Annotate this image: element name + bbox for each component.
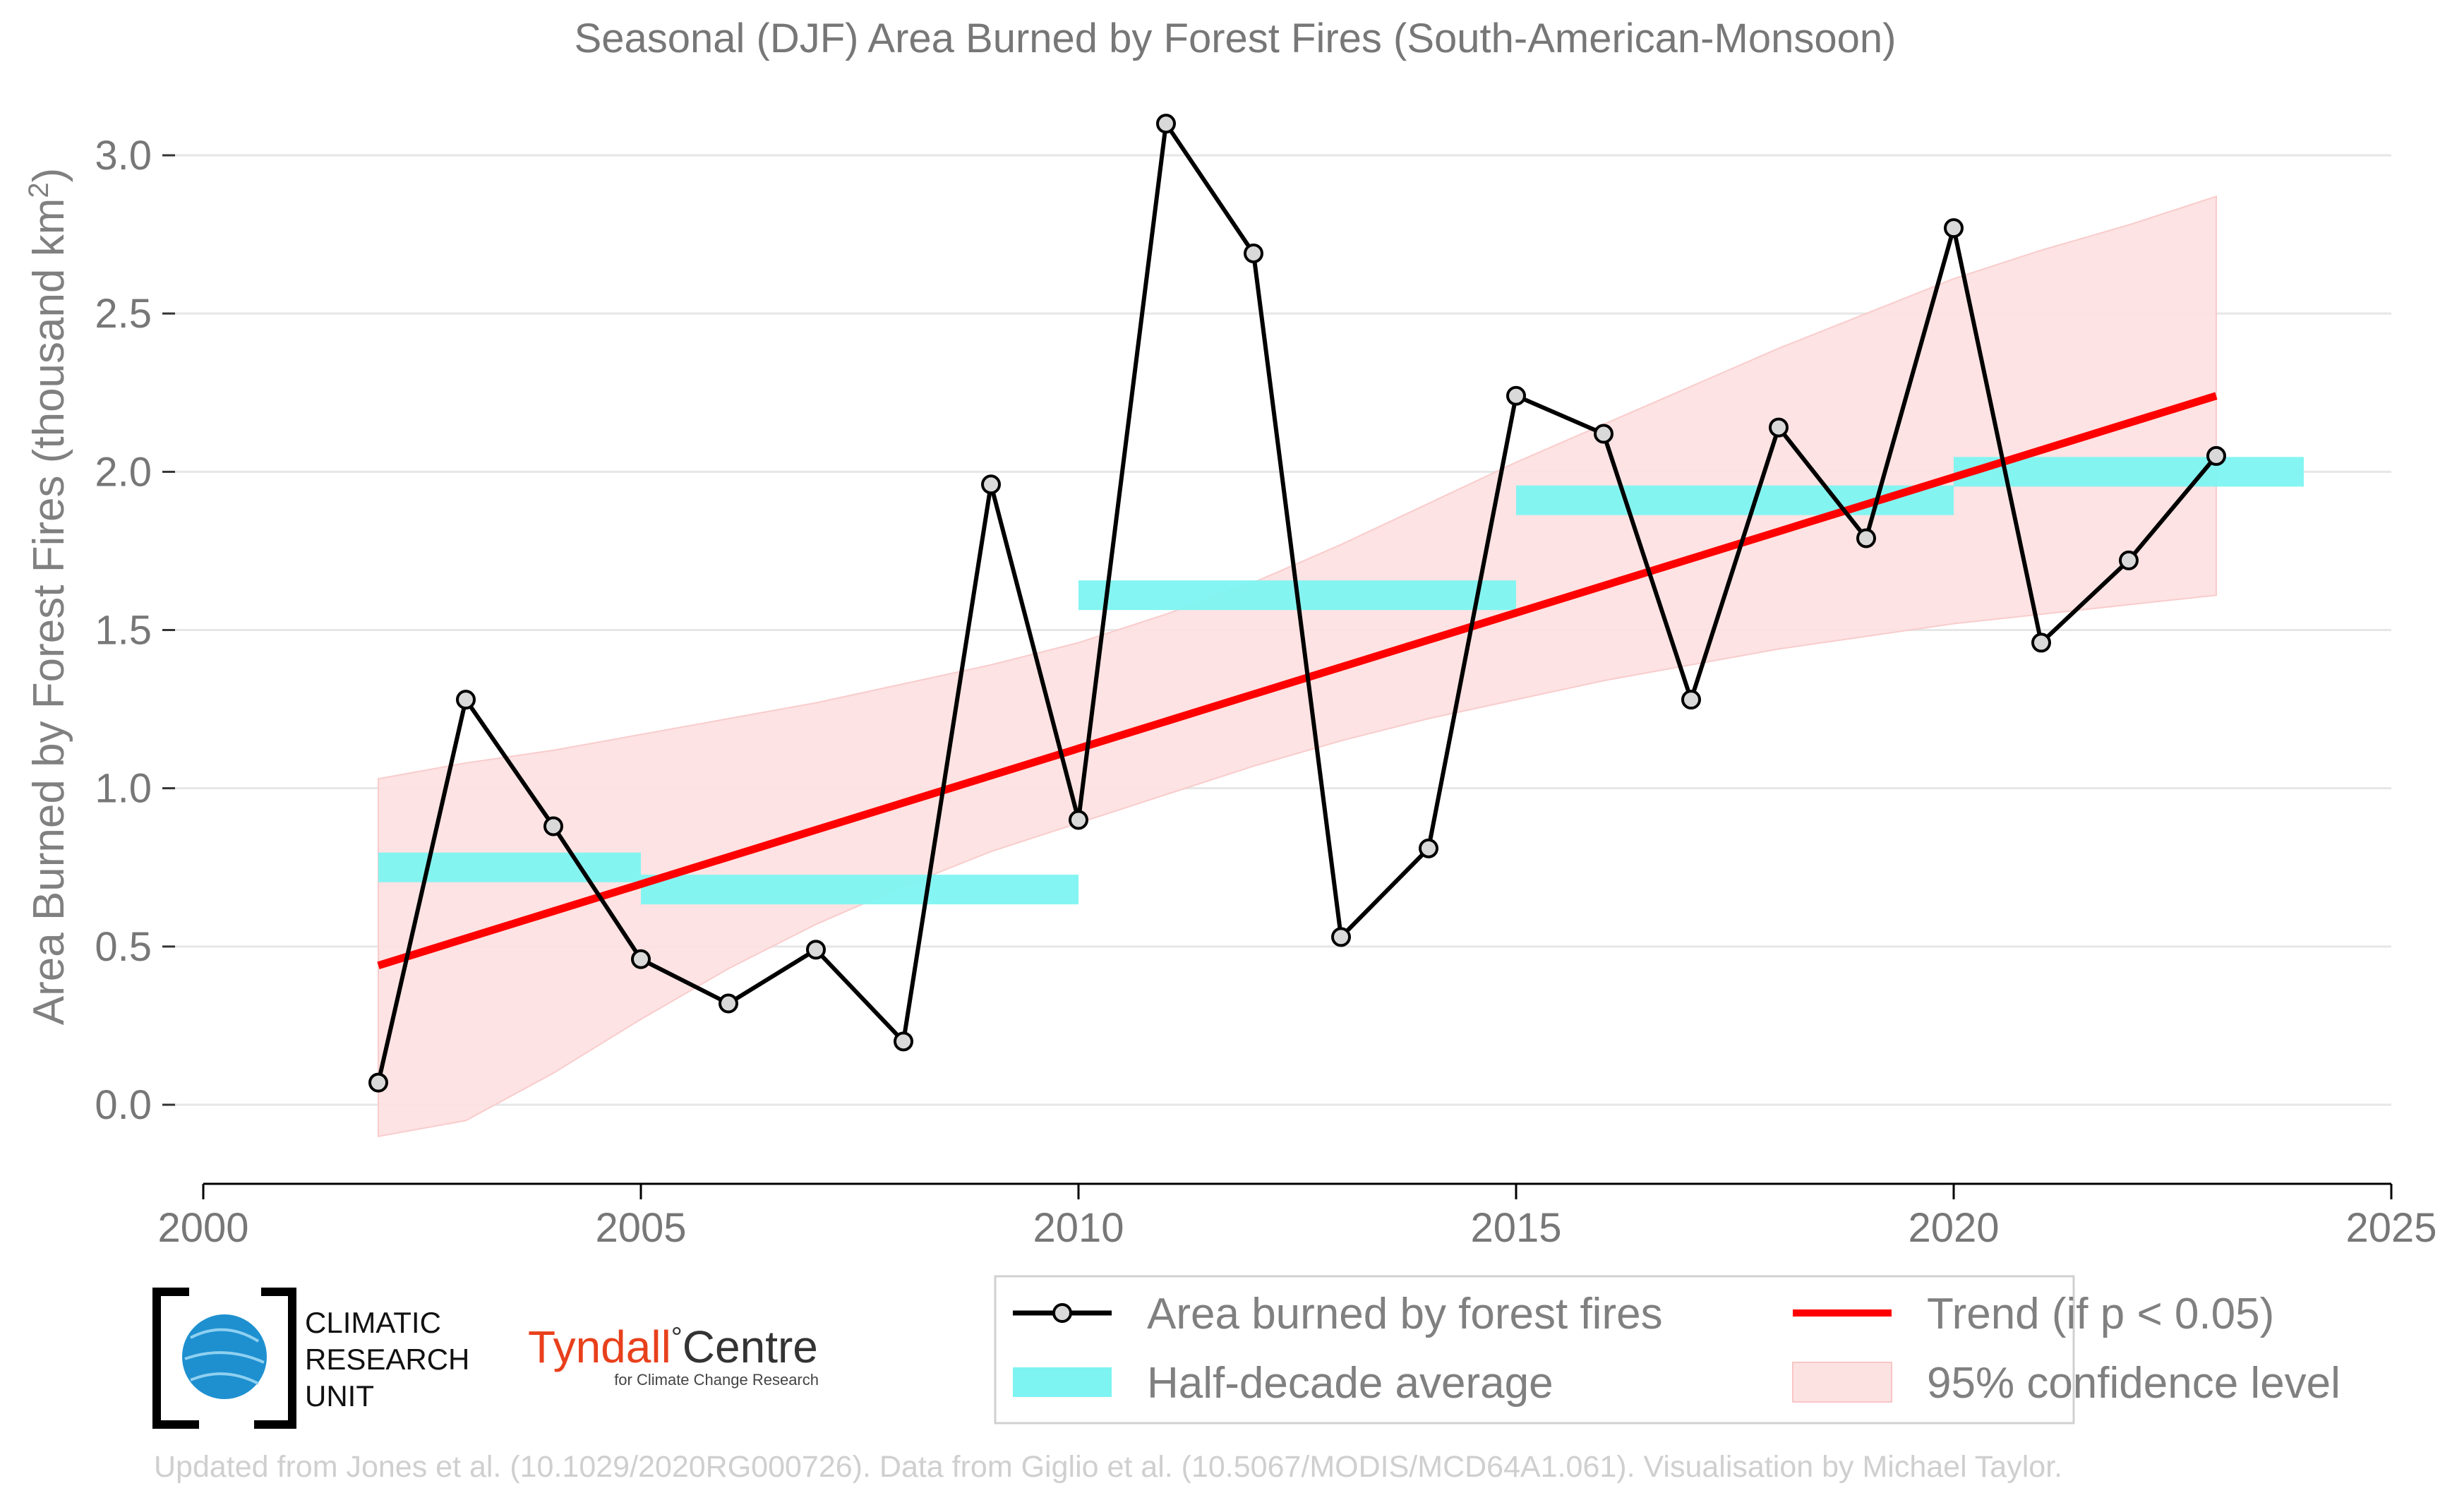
data-point-2016	[1594, 424, 1613, 444]
data-point-2010	[1069, 810, 1088, 830]
tyndall-logo-degree: °	[671, 1322, 683, 1353]
data-point-2006	[719, 993, 738, 1014]
y-tick-label-4: 2.0	[95, 449, 152, 495]
data-point-2007	[806, 940, 826, 960]
data-point-2012	[1244, 243, 1263, 263]
legend-label-half-decade: Half-decade average	[1147, 1359, 1553, 1408]
series-line	[376, 121, 2218, 1084]
tyndall-logo-part1: Tyndall	[528, 1321, 671, 1372]
legend-swatch-half-decade	[1013, 1367, 1112, 1397]
half-decade-averages	[378, 457, 2304, 905]
tyndall-logo-part2: Centre	[683, 1321, 818, 1372]
chart-title: Seasonal (DJF) Area Burned by Forest Fir…	[575, 16, 1897, 61]
cru-logo-line2: RESEARCH	[305, 1343, 469, 1376]
tyndall-logo-wordmark: Tyndall°Centre	[528, 1321, 818, 1372]
data-series	[368, 114, 2226, 1093]
cru-logo-line3: UNIT	[305, 1379, 374, 1413]
data-point-2003	[456, 690, 476, 710]
data-point-2005	[631, 949, 651, 969]
data-point-2020	[1944, 218, 1964, 239]
cru-logo-bracket-right	[254, 1288, 296, 1429]
data-point-2018	[1769, 417, 1789, 438]
legend-swatch-marker	[1052, 1303, 1072, 1323]
legend: Area burned by forest fires Trend (if p …	[994, 1275, 2340, 1425]
data-point-2017	[1681, 690, 1701, 710]
cru-logo-bracket-left	[152, 1288, 199, 1429]
x-tick-label-0: 2000	[157, 1205, 248, 1251]
tyndall-logo-subtitle: for Climate Change Research	[614, 1371, 819, 1389]
footnote: Updated from Jones et al. (10.1029/2020R…	[154, 1450, 2062, 1484]
legend-label-trend: Trend (if p < 0.05)	[1927, 1290, 2274, 1338]
data-point-2022	[2119, 550, 2139, 570]
data-point-2021	[2031, 632, 2051, 653]
data-point-2015	[1506, 385, 1526, 406]
cru-logo: CLIMATIC RESEARCH UNIT	[152, 1288, 469, 1429]
legend-label-confidence: 95% confidence level	[1927, 1359, 2340, 1408]
trend-line-segment	[377, 392, 2218, 969]
data-point-2008	[894, 1031, 913, 1052]
x-tick-label-4: 2020	[1908, 1205, 1999, 1251]
data-point-2013	[1331, 927, 1351, 947]
half-decade-bar-1	[641, 875, 1078, 905]
y-tick-label-3: 1.5	[95, 608, 152, 654]
legend-frame	[994, 1275, 2075, 1425]
data-point-2002	[368, 1072, 388, 1093]
y-tick-label-5: 2.5	[95, 291, 152, 337]
legend-label-series: Area burned by forest fires	[1147, 1290, 1663, 1338]
tyndall-logo: Tyndall°Centre for Climate Change Resear…	[528, 1321, 819, 1389]
data-point-2019	[1856, 528, 1876, 548]
confidence-band	[378, 195, 2217, 1138]
cru-logo-line1: CLIMATIC	[305, 1306, 441, 1339]
y-axis-label: Area Burned by Forest Fires (thousand km…	[23, 168, 73, 1026]
confidence-band-area	[378, 195, 2217, 1138]
x-tick-label-2: 2010	[1033, 1205, 1124, 1251]
legend-swatch-confidence	[1792, 1362, 1892, 1403]
cru-logo-globe-lines	[184, 1328, 265, 1385]
trend-line	[377, 392, 2218, 969]
data-point-2009	[981, 474, 1001, 495]
data-point-2023	[2206, 445, 2226, 466]
data-point-2004	[543, 816, 563, 837]
x-tick-label-5: 2025	[2345, 1205, 2436, 1251]
half-decade-bar-0	[378, 852, 641, 882]
y-tick-label-6: 3.0	[95, 133, 152, 179]
data-point-2011	[1156, 114, 1176, 134]
x-tick-label-1: 2005	[595, 1205, 686, 1251]
axes: 2000 2005 2010 2015 2020 2025	[157, 1182, 2437, 1251]
y-tick-label-1: 0.5	[95, 924, 152, 970]
data-point-2014	[1419, 838, 1438, 858]
y-tick-label-2: 1.0	[95, 766, 152, 812]
x-tick-label-3: 2015	[1470, 1205, 1561, 1251]
y-tick-label-0: 0.0	[95, 1082, 152, 1128]
y-axis-label-superscript: 2	[23, 182, 54, 198]
